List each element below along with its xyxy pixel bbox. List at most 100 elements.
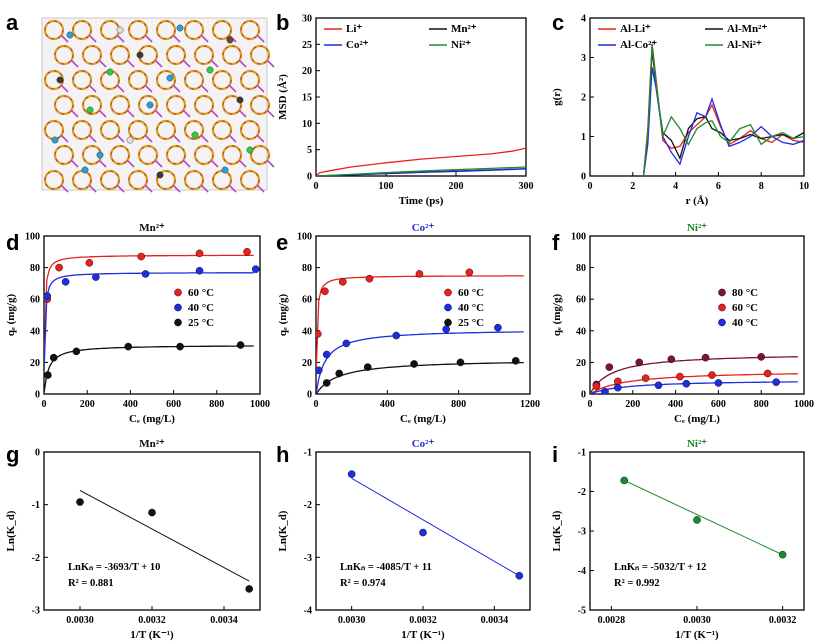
x-axis-label: 1/T (K⁻¹) bbox=[401, 629, 445, 641]
bond bbox=[88, 84, 97, 93]
data-point bbox=[667, 355, 676, 364]
data-point bbox=[44, 371, 52, 379]
ion-sphere bbox=[126, 136, 134, 144]
ring-oxygen bbox=[250, 145, 270, 165]
chart-title: Co²⁺ bbox=[412, 438, 435, 450]
ring-oxygen bbox=[212, 120, 232, 140]
panel-letter-h: h bbox=[276, 442, 289, 467]
bond bbox=[154, 109, 163, 118]
data-point bbox=[245, 585, 253, 593]
bond bbox=[266, 159, 275, 168]
data-point bbox=[654, 381, 663, 390]
legend-marker bbox=[444, 318, 452, 327]
y-tick-label: 5 bbox=[307, 145, 312, 156]
legend-label: 60 °C bbox=[732, 302, 758, 314]
y-tick-label: -4 bbox=[304, 606, 312, 617]
bond bbox=[126, 59, 135, 68]
y-tick-label: 0 bbox=[581, 172, 586, 183]
data-point bbox=[392, 331, 401, 340]
fit-r-squared: R² = 0.881 bbox=[68, 578, 114, 589]
data-point bbox=[592, 382, 601, 390]
ring-oxygen bbox=[156, 70, 176, 90]
y-axis-label: qₑ (mg/g) bbox=[277, 294, 289, 337]
y-tick-label: -1 bbox=[578, 448, 586, 459]
x-tick-label: 1200 bbox=[520, 399, 540, 410]
y-tick-label: 15 bbox=[302, 93, 312, 104]
data-point bbox=[515, 571, 524, 580]
data-point bbox=[511, 357, 520, 365]
plot-frame bbox=[589, 235, 805, 395]
bond bbox=[172, 84, 181, 93]
y-axis-label: g(r) bbox=[551, 88, 563, 106]
y-tick-label: 0 bbox=[35, 448, 40, 459]
ring-oxygen bbox=[166, 45, 186, 65]
x-tick-label: 400 bbox=[380, 399, 395, 410]
data-point bbox=[682, 379, 691, 388]
ring-oxygen bbox=[110, 45, 130, 65]
data-point bbox=[251, 265, 260, 273]
series-line-0 bbox=[642, 43, 804, 176]
ring-oxygen bbox=[72, 70, 92, 90]
x-axis-label: 1/T (K⁻¹) bbox=[130, 629, 174, 641]
bond bbox=[116, 134, 125, 143]
x-tick-label: 4 bbox=[673, 181, 678, 192]
chart-i: Ni²⁺ 0.0028 0.0030 0.0032 -5 -4 -3 -2 -1 1/T (K⁻¹… bbox=[551, 438, 805, 641]
ring-oxygen bbox=[72, 20, 92, 40]
x-tick-label: 1000 bbox=[250, 399, 270, 410]
bond bbox=[60, 184, 69, 193]
bond bbox=[210, 109, 219, 118]
fit-equation: LnKₙ = -5032/T + 12 bbox=[614, 562, 706, 573]
y-tick-label: 3 bbox=[581, 53, 586, 64]
chart-f: Ni²⁺ 0 200 400 600 800 1000 0 20 40 60 80 100 Cₑ (mg/… bbox=[551, 222, 814, 425]
ring-oxygen bbox=[194, 45, 214, 65]
ring-oxygen bbox=[100, 170, 120, 190]
legend-label: 40 °C bbox=[188, 302, 214, 314]
ring-oxygen bbox=[222, 45, 242, 65]
legend-marker bbox=[718, 288, 726, 297]
data-point bbox=[316, 330, 322, 338]
data-point bbox=[49, 353, 58, 362]
fit-equation: LnKₙ = -3693/T + 10 bbox=[68, 562, 160, 573]
series-line-3 bbox=[316, 166, 526, 176]
bond bbox=[144, 134, 153, 143]
legend-label: 25 °C bbox=[458, 317, 484, 329]
bond bbox=[200, 184, 209, 193]
ring-oxygen bbox=[212, 70, 232, 90]
molecular-structure-image bbox=[41, 17, 275, 193]
y-axis-label: qₑ (mg/g) bbox=[5, 294, 17, 337]
data-point bbox=[72, 347, 81, 356]
data-point bbox=[415, 270, 424, 278]
chart-title: Ni²⁺ bbox=[687, 438, 707, 450]
bond bbox=[88, 134, 97, 143]
x-tick-label: 1000 bbox=[794, 399, 814, 410]
data-point bbox=[419, 528, 427, 537]
bond bbox=[256, 84, 265, 93]
legend-label: 80 °C bbox=[732, 287, 758, 299]
ring-oxygen bbox=[138, 145, 158, 165]
ring-oxygen bbox=[128, 170, 148, 190]
y-tick-label: -4 bbox=[578, 566, 586, 577]
y-tick-label: 25 bbox=[302, 40, 312, 51]
ion-sphere bbox=[116, 26, 124, 34]
bond bbox=[144, 184, 153, 193]
panel-letter-i: i bbox=[552, 442, 558, 467]
bond bbox=[200, 34, 209, 43]
data-point bbox=[61, 278, 70, 286]
y-tick-label: 0 bbox=[307, 172, 312, 183]
plot-frame bbox=[43, 235, 261, 395]
bond bbox=[256, 34, 265, 43]
x-axis-label: r (Å) bbox=[686, 195, 709, 207]
legend-marker bbox=[174, 318, 182, 327]
bond bbox=[266, 109, 275, 118]
bond bbox=[172, 184, 181, 193]
ring-oxygen bbox=[222, 95, 242, 115]
ring-oxygen bbox=[184, 170, 204, 190]
x-tick-label: 0.0030 bbox=[338, 615, 366, 626]
legend-label: 25 °C bbox=[188, 317, 214, 329]
data-point bbox=[708, 371, 716, 379]
y-tick-label: 30 bbox=[302, 14, 312, 25]
y-tick-label: 20 bbox=[576, 358, 586, 369]
ion-sphere bbox=[206, 66, 214, 74]
fit-r-squared: R² = 0.974 bbox=[340, 578, 386, 589]
